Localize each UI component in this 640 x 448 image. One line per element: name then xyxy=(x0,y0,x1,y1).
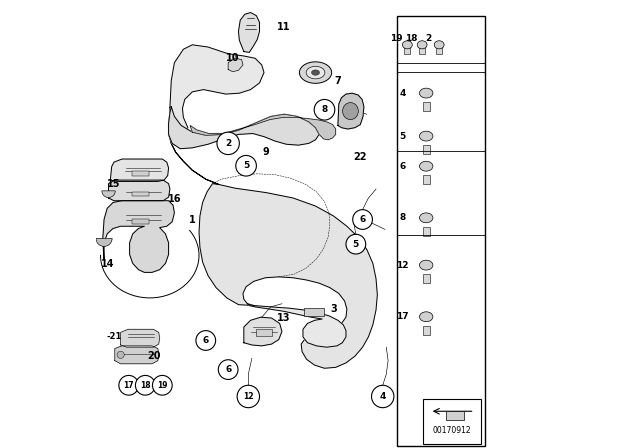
Polygon shape xyxy=(244,317,282,346)
Circle shape xyxy=(346,234,365,254)
Bar xyxy=(423,145,430,154)
Polygon shape xyxy=(338,93,364,129)
Text: 13: 13 xyxy=(277,313,291,323)
Circle shape xyxy=(353,210,372,229)
Bar xyxy=(305,308,324,316)
Text: 6: 6 xyxy=(399,162,406,171)
Bar xyxy=(423,227,430,236)
Bar xyxy=(132,171,149,176)
Polygon shape xyxy=(248,304,346,347)
Bar xyxy=(445,411,465,420)
Ellipse shape xyxy=(435,41,444,49)
Polygon shape xyxy=(103,201,174,272)
Ellipse shape xyxy=(419,131,433,141)
Ellipse shape xyxy=(419,312,433,322)
Circle shape xyxy=(236,155,257,176)
Polygon shape xyxy=(121,329,159,347)
Text: 5: 5 xyxy=(353,240,359,249)
Text: 16: 16 xyxy=(168,194,181,204)
Text: 14: 14 xyxy=(100,259,114,269)
Bar xyxy=(397,16,485,446)
Bar xyxy=(132,192,149,196)
Ellipse shape xyxy=(342,103,358,120)
Circle shape xyxy=(196,331,216,350)
Circle shape xyxy=(237,385,260,408)
Text: 12: 12 xyxy=(396,261,409,270)
Polygon shape xyxy=(168,107,319,149)
Text: 6: 6 xyxy=(203,336,209,345)
Text: 2: 2 xyxy=(225,139,231,148)
Circle shape xyxy=(218,360,238,379)
Polygon shape xyxy=(170,45,264,135)
Ellipse shape xyxy=(419,161,433,171)
Bar xyxy=(423,175,430,184)
Bar xyxy=(419,46,426,54)
Circle shape xyxy=(314,99,335,120)
Circle shape xyxy=(372,385,394,408)
Polygon shape xyxy=(110,159,168,181)
Text: 2: 2 xyxy=(425,34,431,43)
Bar xyxy=(423,274,430,283)
Ellipse shape xyxy=(403,41,412,49)
Bar xyxy=(423,399,481,444)
Text: 9: 9 xyxy=(263,147,269,157)
Text: 7: 7 xyxy=(335,76,341,86)
Polygon shape xyxy=(228,58,243,72)
Bar xyxy=(436,46,442,54)
Polygon shape xyxy=(239,13,260,52)
Text: 20: 20 xyxy=(147,351,161,361)
Ellipse shape xyxy=(417,41,427,49)
Circle shape xyxy=(136,375,155,395)
Text: 8: 8 xyxy=(399,213,406,222)
Circle shape xyxy=(152,375,172,395)
Polygon shape xyxy=(190,114,336,140)
Bar xyxy=(423,326,430,335)
Text: 4: 4 xyxy=(380,392,386,401)
Text: 4: 4 xyxy=(399,89,406,98)
Text: 5: 5 xyxy=(243,161,249,170)
Text: 18: 18 xyxy=(404,34,417,43)
Bar xyxy=(404,46,410,54)
Ellipse shape xyxy=(419,260,433,270)
Text: 18: 18 xyxy=(140,381,150,390)
Text: 1: 1 xyxy=(189,215,196,224)
Circle shape xyxy=(119,375,139,395)
Text: 00170912: 00170912 xyxy=(433,426,472,435)
Text: 19: 19 xyxy=(390,34,403,43)
Text: 8: 8 xyxy=(321,105,328,114)
Text: 10: 10 xyxy=(226,53,239,63)
Bar xyxy=(423,102,430,111)
Circle shape xyxy=(117,351,124,358)
Text: 6: 6 xyxy=(360,215,365,224)
Ellipse shape xyxy=(419,213,433,223)
Circle shape xyxy=(217,132,239,155)
Text: 5: 5 xyxy=(399,132,406,141)
Text: 17: 17 xyxy=(124,381,134,390)
Wedge shape xyxy=(96,238,112,246)
Ellipse shape xyxy=(312,70,319,75)
Wedge shape xyxy=(102,191,115,198)
Text: 6: 6 xyxy=(225,365,231,374)
Polygon shape xyxy=(168,107,378,368)
Polygon shape xyxy=(115,346,159,364)
Ellipse shape xyxy=(419,88,433,98)
Bar xyxy=(132,219,149,224)
Ellipse shape xyxy=(306,66,325,79)
Text: -21: -21 xyxy=(106,332,122,340)
Text: 12: 12 xyxy=(243,392,253,401)
Text: 3: 3 xyxy=(330,304,337,314)
Text: 17: 17 xyxy=(396,312,409,321)
Polygon shape xyxy=(109,180,170,201)
Text: 22: 22 xyxy=(353,152,367,162)
Bar xyxy=(257,329,272,336)
Text: 11: 11 xyxy=(277,22,291,32)
Text: 15: 15 xyxy=(107,179,121,189)
Ellipse shape xyxy=(300,62,332,83)
Text: 19: 19 xyxy=(157,381,168,390)
